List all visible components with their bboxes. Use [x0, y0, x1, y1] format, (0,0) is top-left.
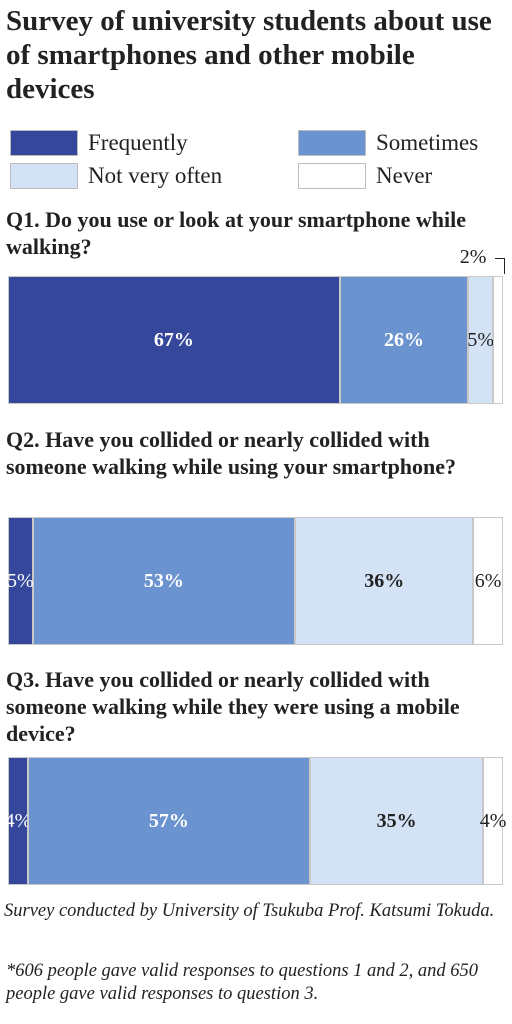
legend-label: Sometimes — [376, 130, 479, 155]
data-label: 26% — [383, 329, 424, 351]
data-label: 6% — [474, 570, 502, 592]
chart-title: Survey of university students about use … — [6, 5, 492, 105]
bar-segment — [8, 276, 340, 404]
bar-segment — [483, 757, 503, 885]
bar-segment — [295, 517, 474, 645]
bar-segment — [8, 517, 33, 645]
legend-swatch — [298, 130, 366, 156]
footnote: *606 people gave valid responses to ques… — [6, 961, 479, 1004]
footnote: Survey conducted by University of Tsukub… — [4, 901, 495, 921]
data-label: 5% — [7, 570, 34, 592]
legend-label: Not very often — [88, 163, 223, 188]
data-label: 36% — [364, 570, 405, 592]
bar-segment — [32, 517, 296, 645]
question: Q1. Do you use or look at your smartphon… — [6, 207, 467, 259]
bar-segment — [493, 276, 503, 404]
legend-label: Frequently — [88, 130, 188, 155]
question: Q3. Have you collided or nearly collided… — [6, 667, 460, 746]
question: Q2. Have you collided or nearly collided… — [6, 427, 457, 479]
bar-segment — [309, 757, 484, 885]
legend-swatch — [10, 130, 78, 156]
bar-segment — [27, 757, 310, 885]
data-label: 2% — [459, 246, 487, 268]
legend-swatch — [10, 163, 78, 189]
data-label: 5% — [467, 329, 495, 351]
data-label: 53% — [143, 570, 184, 592]
legend-swatch — [298, 163, 366, 189]
bar-segment — [473, 517, 503, 645]
data-label: 4% — [4, 810, 32, 832]
data-label: 35% — [376, 810, 417, 832]
bar-segment — [8, 757, 28, 885]
data-label: 4% — [479, 810, 507, 832]
data-label: 57% — [148, 810, 189, 832]
data-label: 67% — [153, 329, 194, 351]
label-bracket — [495, 258, 506, 274]
legend-label: Never — [376, 163, 433, 188]
bar-segment — [339, 276, 469, 404]
bar-segment — [468, 276, 494, 404]
